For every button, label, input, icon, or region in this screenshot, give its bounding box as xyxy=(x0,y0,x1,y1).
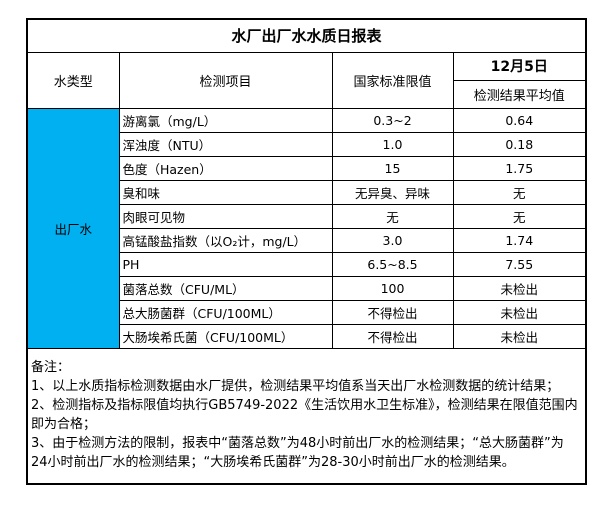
notes-label: 备注： xyxy=(31,359,71,375)
col-header-item: 检测项目 xyxy=(118,51,333,109)
table-row: 菌落总数（CFU/ML） 100 未检出 xyxy=(27,275,587,301)
result-cell: 未检出 xyxy=(452,323,587,349)
result-cell: 无 xyxy=(452,203,587,229)
notes-section: 备注： 1、以上水质指标检测数据由水厂提供，检测结果平均值系当天出厂水检测数据的… xyxy=(26,347,587,485)
water-quality-report-table: 水厂出厂水水质日报表 水类型 检测项目 国家标准限值 12月5日 检测结果平均值… xyxy=(26,18,588,485)
item-cell: 菌落总数（CFU/ML） xyxy=(118,275,333,301)
result-cell: 0.18 xyxy=(452,131,587,157)
table-row: 总大肠菌群（CFU/100ML） 不得检出 未检出 xyxy=(27,299,587,325)
col-header-result-avg: 检测结果平均值 xyxy=(452,79,587,109)
notes-row: 备注： 1、以上水质指标检测数据由水厂提供，检测结果平均值系当天出厂水检测数据的… xyxy=(26,347,587,485)
item-cell: 大肠埃希氏菌（CFU/100ML） xyxy=(118,323,333,349)
standard-cell: 无异臭、异味 xyxy=(331,179,454,205)
item-cell: 色度（Hazen） xyxy=(118,155,333,181)
item-cell: 游离氯（mg/L） xyxy=(118,107,333,133)
report-title: 水厂出厂水水质日报表 xyxy=(26,18,587,53)
header-row-1: 水类型 检测项目 国家标准限值 12月5日 xyxy=(26,51,587,109)
standard-cell: 100 xyxy=(331,275,454,301)
col-header-water-type: 水类型 xyxy=(26,51,120,109)
item-cell: 肉眼可见物 xyxy=(118,203,333,229)
table-row: 出厂水 游离氯（mg/L） 0.3~2 0.64 xyxy=(26,107,587,349)
result-cell: 0.64 xyxy=(452,107,587,133)
result-cell: 7.55 xyxy=(452,251,587,277)
header-row-2: 检测结果平均值 xyxy=(27,79,587,109)
standard-cell: 6.5~8.5 xyxy=(331,251,454,277)
item-cell: PH xyxy=(118,251,333,277)
standard-cell: 0.3~2 xyxy=(331,107,454,133)
title-row: 水厂出厂水水质日报表 xyxy=(26,18,587,53)
result-cell: 1.75 xyxy=(452,155,587,181)
water-type-cell: 出厂水 xyxy=(26,107,120,349)
table-row: PH 6.5~8.5 7.55 xyxy=(27,251,587,277)
standard-cell: 15 xyxy=(331,155,454,181)
table-row: 色度（Hazen） 15 1.75 xyxy=(27,155,587,181)
result-cell: 未检出 xyxy=(452,275,587,301)
col-header-date: 12月5日 xyxy=(452,51,587,81)
col-header-standard: 国家标准限值 xyxy=(331,51,454,109)
table-row: 臭和味 无异臭、异味 无 xyxy=(27,179,587,205)
item-cell: 总大肠菌群（CFU/100ML） xyxy=(118,299,333,325)
item-cell: 浑浊度（NTU） xyxy=(118,131,333,157)
table-row: 高锰酸盐指数（以O₂计，mg/L） 3.0 1.74 xyxy=(27,227,587,253)
table-row: 浑浊度（NTU） 1.0 0.18 xyxy=(27,131,587,157)
table-row: 肉眼可见物 无 无 xyxy=(27,203,587,229)
result-cell: 1.74 xyxy=(452,227,587,253)
result-cell: 无 xyxy=(452,179,587,205)
note-line: 2、检测指标及指标限值均执行GB5749-2022《生活饮用水卫生标准》，检测结… xyxy=(31,397,578,432)
note-line: 3、由于检测方法的限制，报表中“菌落总数”为48小时前出厂水的检测结果；“总大肠… xyxy=(31,435,564,470)
standard-cell: 无 xyxy=(331,203,454,229)
item-cell: 高锰酸盐指数（以O₂计，mg/L） xyxy=(118,227,333,253)
table-row: 大肠埃希氏菌（CFU/100ML） 不得检出 未检出 xyxy=(27,323,587,349)
standard-cell: 不得检出 xyxy=(331,299,454,325)
standard-cell: 不得检出 xyxy=(331,323,454,349)
standard-cell: 1.0 xyxy=(331,131,454,157)
item-cell: 臭和味 xyxy=(118,179,333,205)
note-line: 1、以上水质指标检测数据由水厂提供，检测结果平均值系当天出厂水检测数据的统计结果… xyxy=(31,378,560,394)
result-cell: 未检出 xyxy=(452,299,587,325)
standard-cell: 3.0 xyxy=(331,227,454,253)
